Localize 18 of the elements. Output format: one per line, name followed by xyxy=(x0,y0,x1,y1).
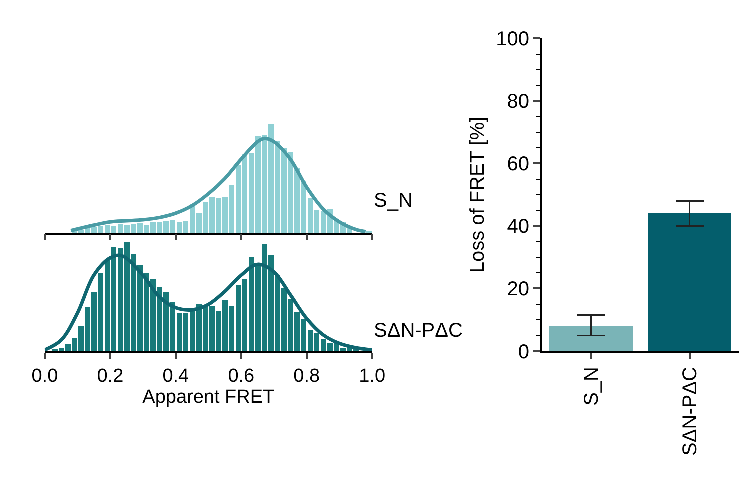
x-tick-label: 0.6 xyxy=(228,366,255,387)
x-tick-label: SΔN-PΔC xyxy=(679,367,702,456)
y-tick-label: 100 xyxy=(496,28,530,51)
x-tick-label: S_N xyxy=(580,367,603,406)
y-axis-title: Loss of FRET [%] xyxy=(467,116,490,274)
x-axis-title: Apparent FRET xyxy=(142,386,276,408)
x-tick-label: 0.2 xyxy=(97,366,124,387)
y-tick-label: 60 xyxy=(507,154,530,176)
y-tick-label: 80 xyxy=(507,91,530,114)
series-label: S_N xyxy=(374,190,413,212)
y-tick-label: 20 xyxy=(507,278,530,301)
x-tick-label: 0.0 xyxy=(32,366,58,387)
series-label: SΔN-PΔC xyxy=(374,320,463,342)
y-tick-label: 0 xyxy=(518,341,530,364)
x-tick-label: 0.8 xyxy=(294,366,320,387)
y-tick-label: 40 xyxy=(507,216,530,238)
x-tick-label: 0.4 xyxy=(162,366,190,387)
x-tick-label: 1.0 xyxy=(359,366,386,387)
